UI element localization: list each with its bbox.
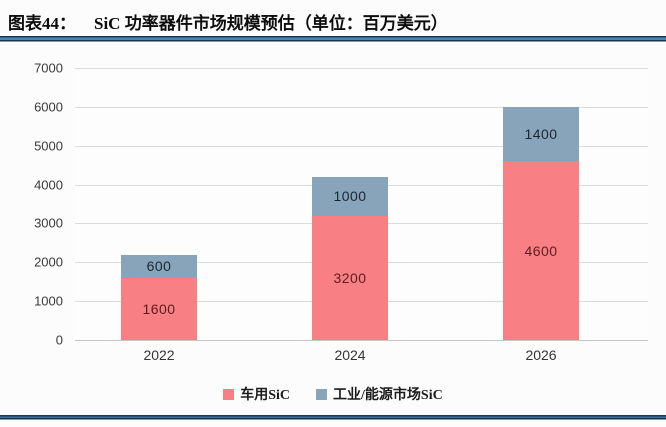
bar-segment: 1400 [503,106,580,162]
chart-legend: 车用SiC 工业/能源市场SiC [0,384,666,404]
plot-area: 1600 600 3200 1000 4600 1400 [75,68,648,341]
legend-item: 工业/能源市场SiC [316,384,443,404]
bar-value-label: 1400 [524,126,558,143]
bar-group: 1600 600 [121,254,198,340]
bar-segment: 3200 [312,215,389,340]
bar-segment: 4600 [503,161,580,340]
legend-label: 工业/能源市场SiC [333,388,443,403]
bar-value-label: 600 [146,258,172,275]
bar-group: 3200 1000 [312,176,389,340]
y-tick-label: 5000 [34,138,63,154]
y-tick-label: 4000 [34,177,63,193]
footer-divider-line [0,415,666,420]
y-tick-label: 7000 [34,60,63,76]
gridline [75,68,648,69]
y-tick-label: 0 [55,332,63,348]
figure-title-text: SiC 功率器件市场规模预估（单位：百万美元） [94,14,448,33]
bar-segment: 600 [121,254,198,278]
legend-label: 车用SiC [240,388,291,403]
bar-value-label: 4600 [524,242,558,259]
y-tick-label: 1000 [34,293,63,309]
bar-value-label: 1000 [333,188,367,205]
bar-group: 4600 1400 [503,106,580,340]
legend-item: 车用SiC [223,384,290,404]
gridline [75,340,648,341]
x-tick-label: 2026 [525,347,557,363]
legend-color-swatch-icon [316,388,328,400]
figure-title: 图表44： SiC 功率器件市场规模预估（单位：百万美元） [8,9,658,34]
title-divider-line [0,36,666,42]
bar-value-label: 1600 [142,300,176,317]
gridline [75,145,648,147]
y-tick-label: 6000 [34,99,63,115]
figure-number: 图表44： [8,14,76,33]
x-tick-label: 2022 [143,347,175,363]
bar-segment: 1000 [312,176,389,216]
y-tick-label: 2000 [34,254,63,270]
gridline [75,106,648,108]
y-tick-label: 3000 [34,215,63,231]
legend-color-swatch-icon [223,388,235,400]
x-tick-label: 2024 [334,347,366,363]
bar-segment: 1600 [121,277,198,340]
bar-value-label: 3200 [333,269,367,286]
